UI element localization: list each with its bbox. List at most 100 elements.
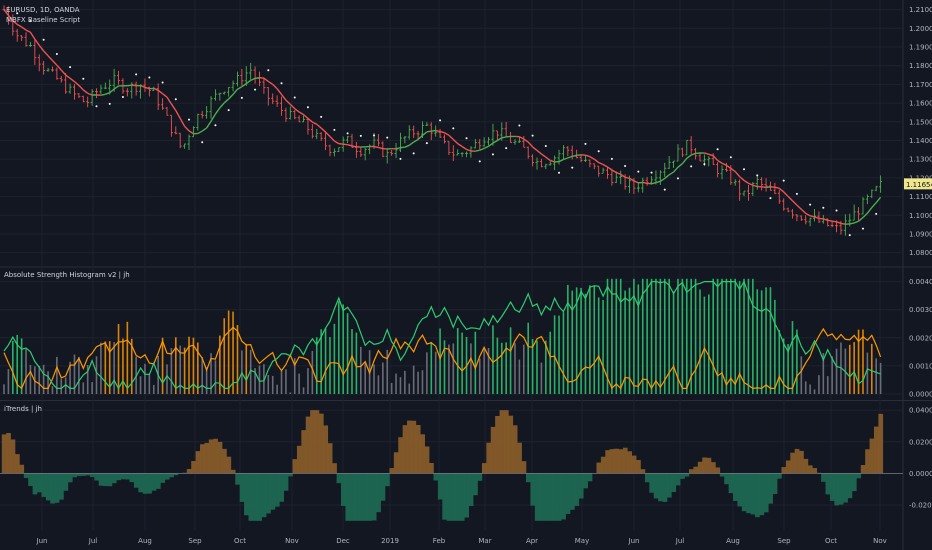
signal-dot — [848, 234, 851, 237]
baseline-segment — [16, 23, 22, 28]
baseline-segment — [681, 157, 688, 165]
itrend-area — [125, 473, 130, 480]
signal-dot — [373, 134, 376, 137]
price-tick-label: 1.14000 — [909, 137, 932, 145]
baseline-segment — [858, 216, 864, 222]
baseline-segment — [78, 84, 84, 91]
month-label: Nov — [873, 537, 887, 545]
month-label: Jul — [88, 537, 98, 545]
itrend-area — [728, 473, 734, 494]
itrend-area — [129, 473, 135, 483]
itrend-area — [790, 452, 795, 474]
month-label: Sep — [777, 537, 791, 545]
itrend-area — [63, 473, 69, 491]
signal-dot — [610, 157, 613, 160]
itrend-area — [217, 441, 223, 474]
itrend-area — [768, 473, 773, 504]
baseline-segment — [298, 111, 304, 116]
itrend-area — [10, 439, 16, 474]
baseline-segment — [832, 220, 837, 223]
baseline-segment — [87, 92, 93, 96]
itrend-area — [345, 473, 351, 521]
itrend-area — [191, 461, 196, 474]
itrend-area — [323, 425, 329, 474]
baseline-segment — [34, 38, 40, 46]
itrend-area — [407, 420, 412, 474]
itrend-area — [155, 473, 161, 489]
baseline-segment — [422, 131, 428, 136]
signal-dot — [399, 157, 402, 160]
baseline-segment — [853, 220, 859, 224]
signal-dot — [359, 134, 362, 137]
itrend-area — [244, 473, 249, 516]
itrend-area — [160, 473, 166, 483]
baseline-segment — [483, 145, 489, 149]
itrend-area — [380, 473, 386, 501]
month-label: Nov — [285, 537, 299, 545]
itrend-area — [860, 464, 866, 474]
price-axis[interactable]: 1.21000 1.20000 1.19000 1.18000 1.17000 1.160… — [904, 6, 932, 510]
baseline-segment — [496, 137, 503, 142]
baseline-segment — [748, 182, 754, 186]
itrend-area — [755, 473, 760, 518]
baseline-segment — [7, 14, 14, 22]
baseline-segment — [677, 163, 683, 168]
itrend-area — [543, 473, 549, 521]
price-tick-label: 1.20000 — [909, 25, 932, 33]
baseline-segment — [827, 219, 833, 222]
baseline-segment — [721, 162, 727, 166]
itrend-area — [495, 416, 500, 474]
itrend-area — [37, 473, 42, 493]
indicator-title-ash: Absolute Strength Histogram v2 | jh — [4, 271, 130, 279]
itrend-area — [318, 413, 324, 474]
baseline-segment — [334, 140, 340, 145]
baseline-segment — [276, 88, 283, 95]
baseline-segment — [602, 163, 608, 168]
baseline-segment — [109, 88, 115, 94]
itrend-area — [274, 473, 280, 507]
itrend-area — [477, 473, 483, 481]
baseline-segment — [818, 217, 824, 220]
itrend-area — [508, 415, 514, 474]
itrend-area — [50, 473, 55, 504]
baseline-segment — [629, 177, 635, 182]
itrend-area — [415, 424, 421, 474]
baseline-segment — [303, 114, 309, 119]
price-tick-label: 1.18000 — [909, 62, 932, 70]
itrend-area — [847, 473, 853, 499]
baseline-segment — [21, 26, 27, 31]
itrend-area — [301, 430, 307, 474]
itrend-area — [367, 473, 373, 521]
itrend-area — [89, 473, 95, 478]
signal-dot — [637, 170, 640, 173]
signal-dot — [121, 96, 124, 99]
baseline-segment — [624, 176, 630, 179]
itrend-area — [838, 473, 844, 505]
strength-pane[interactable] — [3, 278, 882, 394]
itrend-area — [512, 425, 518, 474]
baseline-segment — [774, 186, 780, 189]
baseline-segment — [558, 158, 564, 163]
baseline-segment — [545, 156, 551, 161]
itrend-area — [261, 473, 267, 518]
time-axis[interactable]: Jun Jul Aug Sep Oct Nov Dec 2019 Feb Mar Apr May Jun… — [36, 537, 887, 545]
itrend-area — [332, 463, 337, 474]
itrend-area — [81, 473, 86, 476]
itrend-area — [803, 458, 809, 474]
itrend-area — [442, 473, 448, 520]
price-tick-label: 1.21000 — [909, 6, 932, 14]
baseline-segment — [210, 113, 217, 122]
month-label: Aug — [726, 537, 740, 545]
baseline-segment — [849, 222, 855, 225]
itrends-pane[interactable] — [0, 410, 903, 521]
itrend-area — [239, 473, 245, 502]
itrend-area — [548, 473, 553, 521]
baseline-segment — [642, 181, 648, 185]
signal-dot — [518, 124, 521, 127]
bull-strength-line — [3, 280, 881, 390]
signal-dot — [148, 76, 151, 79]
price-pane[interactable] — [2, 5, 883, 237]
